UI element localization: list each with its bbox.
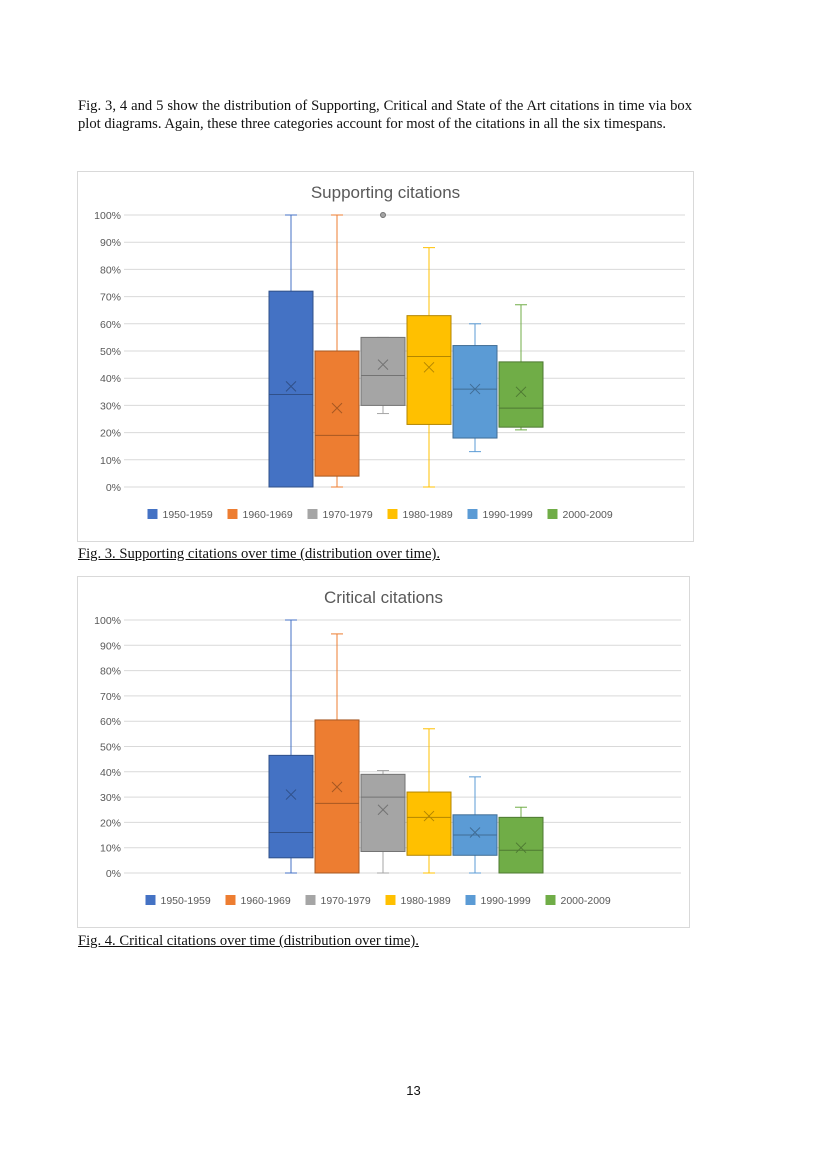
y-tick-label: 50% [100,742,121,754]
box-1950-1959 [268,754,314,859]
box-2000-2009 [498,816,544,874]
legend-swatch [387,509,398,519]
legend-label: 2000-2009 [563,509,613,521]
y-tick-label: 10% [100,455,121,467]
box-1980-1989 [406,315,452,425]
chart-title: Supporting citations [311,183,460,202]
legend-label: 1970-1979 [321,895,371,907]
outlier-point [380,212,386,218]
mean-marker [377,804,389,816]
legend-swatch [545,895,556,905]
mean-marker [423,810,435,822]
y-tick-label: 100% [94,615,121,627]
legend-label: 1970-1979 [323,509,373,521]
box-1960-1969 [314,719,360,874]
body-paragraph: Fig. 3, 4 and 5 show the distribution of… [78,98,692,132]
mean-marker [331,781,343,793]
legend-swatch [225,895,236,905]
critical-citations-chart: Critical citations 0% 10% 20% 30% 40% 50% 60% 70… [77,576,690,928]
legend-swatch [227,509,238,519]
supporting-citations-svg: Supporting citations 0% 10% 20% 30% 40% 50% 60%… [94,183,685,521]
box-1980-1989 [406,791,452,856]
mean-marker [285,381,297,392]
box-1950-1959 [268,290,314,488]
y-tick-label: 40% [100,767,121,779]
y-tick-label: 60% [100,319,121,331]
mean-marker [285,789,297,800]
legend-swatch [547,509,558,519]
figure-3-caption: Fig. 3. Supporting citations over time (… [78,546,440,562]
legend-label: 1960-1969 [241,895,291,907]
mean-marker [515,842,527,854]
mean-marker [377,359,389,370]
y-tick-label: 70% [100,691,121,703]
box-1970-1979 [360,773,406,852]
box-2000-2009 [498,361,544,428]
legend-label: 2000-2009 [561,895,611,907]
y-tick-label: 20% [100,817,121,829]
mean-marker [515,386,527,398]
legend-label: 1980-1989 [403,509,453,521]
y-tick-label: 70% [100,292,121,304]
chart-title: Critical citations [324,588,443,607]
mean-marker [469,383,481,395]
legend-label: 1980-1989 [401,895,451,907]
page-number: 13 [406,1083,421,1098]
y-tick-label: 100% [94,210,121,222]
legend-swatch [307,509,318,519]
legend-swatch [147,509,158,519]
legend-label: 1950-1959 [161,895,211,907]
legend-label: 1960-1969 [243,509,293,521]
supporting-citations-chart: Supporting citations 0% 10% 20% 30% 40% 50% 60%… [77,171,694,542]
legend-label: 1950-1959 [163,509,213,521]
mean-marker [423,361,435,373]
y-tick-label: 30% [100,400,121,412]
legend-label: 1990-1999 [483,509,533,521]
y-tick-label: 80% [100,666,121,678]
y-tick-label: 40% [100,373,121,385]
legend-swatch [467,509,478,519]
box-1960-1969 [314,350,360,477]
y-tick-label: 0% [106,482,121,494]
y-tick-label: 30% [100,792,121,804]
legend-label: 1990-1999 [481,895,531,907]
figure-4-caption: Fig. 4. Critical citations over time (di… [78,933,419,949]
y-tick-label: 50% [100,346,121,358]
legend-swatch [465,895,476,905]
critical-citations-svg: Critical citations 0% 10% 20% 30% 40% 50% 60% 70… [94,588,681,907]
y-tick-label: 20% [100,428,121,440]
y-tick-label: 90% [100,640,121,652]
mean-marker [331,402,343,414]
box-1990-1999 [452,345,498,439]
y-tick-label: 60% [100,716,121,728]
legend-swatch [305,895,316,905]
y-tick-label: 80% [100,264,121,276]
y-tick-label: 90% [100,237,121,249]
legend-swatch [385,895,396,905]
legend-swatch [145,895,156,905]
box-1970-1979 [360,336,406,406]
y-tick-label: 0% [106,868,121,880]
mean-marker [469,827,481,838]
y-tick-label: 10% [100,843,121,855]
